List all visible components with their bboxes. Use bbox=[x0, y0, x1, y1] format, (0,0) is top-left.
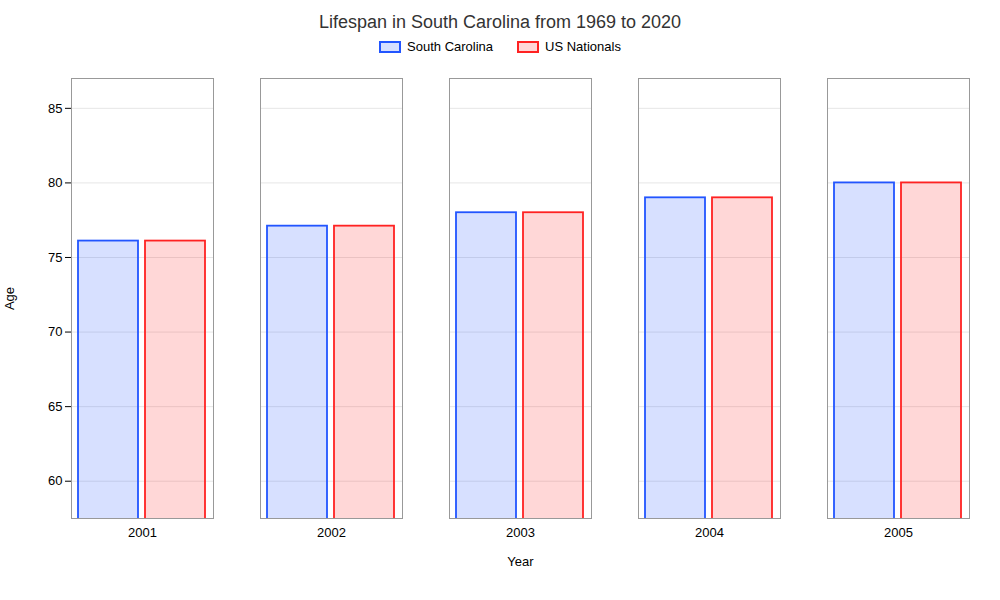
html-text:South Carolina: South Carolina bbox=[407, 39, 494, 54]
html-text:Lifespan in South Carolina fro: Lifespan in South Carolina from 1969 to … bbox=[318, 12, 682, 32]
svg-text:Age: Age bbox=[2, 287, 17, 310]
svg-text:75: 75 bbox=[48, 250, 62, 265]
svg-text:65: 65 bbox=[48, 399, 62, 414]
svg-text:Year: Year bbox=[507, 554, 534, 569]
svg-text:2004: 2004 bbox=[695, 525, 724, 540]
svg-text:80: 80 bbox=[48, 175, 62, 190]
svg-text:70: 70 bbox=[48, 324, 62, 339]
svg-text:85: 85 bbox=[48, 100, 62, 115]
svg-text:2003: 2003 bbox=[506, 525, 535, 540]
html-text:US Nationals: US Nationals bbox=[545, 39, 621, 54]
svg-text:2001: 2001 bbox=[128, 525, 157, 540]
svg-text:60: 60 bbox=[48, 473, 62, 488]
svg-text:2005: 2005 bbox=[884, 525, 913, 540]
svg-text:2002: 2002 bbox=[317, 525, 346, 540]
